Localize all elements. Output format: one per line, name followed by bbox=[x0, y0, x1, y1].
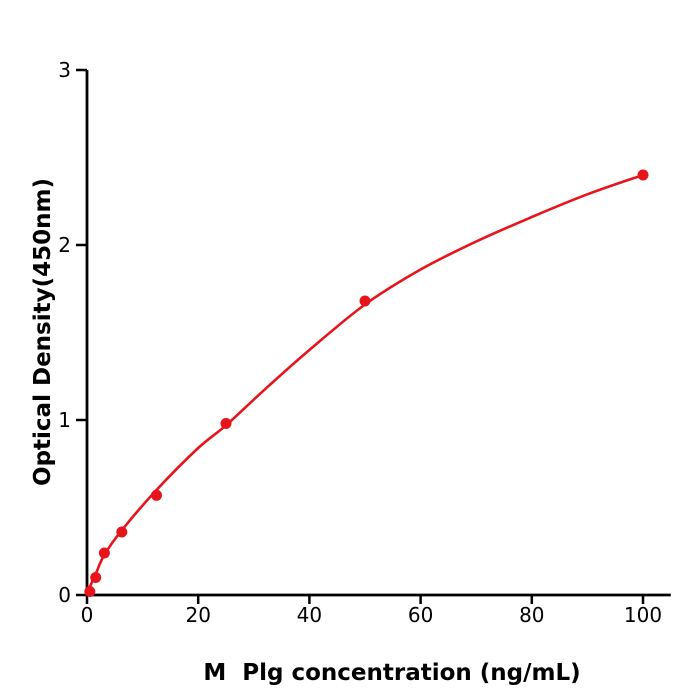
x-tick-label: 80 bbox=[519, 603, 544, 627]
data-point bbox=[359, 295, 371, 307]
y-axis-title: Optical Density(450nm) bbox=[30, 178, 56, 486]
x-tick-label: 40 bbox=[297, 603, 322, 627]
data-point bbox=[116, 526, 128, 538]
y-tick-label: 0 bbox=[58, 583, 71, 607]
standard-curve-fit-line bbox=[85, 173, 645, 595]
data-point bbox=[84, 586, 96, 597]
axis-spines bbox=[85, 70, 671, 597]
data-point bbox=[90, 572, 102, 583]
data-point bbox=[637, 169, 649, 181]
x-axis-title: M Plg concentration (ng/mL) bbox=[203, 660, 580, 686]
y-tick-label: 2 bbox=[58, 233, 71, 257]
y-tick-label: 3 bbox=[58, 58, 71, 82]
x-tick-label: 0 bbox=[81, 603, 94, 627]
x-tick-label: 100 bbox=[624, 603, 662, 627]
x-tick-label: 60 bbox=[408, 603, 433, 627]
axes: 0 20 40 60 80 100 0 1 2 3 bbox=[58, 58, 671, 627]
data-point bbox=[151, 489, 162, 501]
x-tick-label: 20 bbox=[185, 603, 210, 627]
data-point bbox=[98, 547, 110, 559]
plot-area bbox=[84, 169, 649, 597]
y-tick-label: 1 bbox=[58, 408, 71, 432]
data-point bbox=[220, 418, 232, 429]
